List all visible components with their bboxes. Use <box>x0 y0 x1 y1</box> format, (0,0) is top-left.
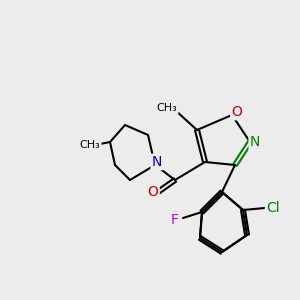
Text: O: O <box>148 185 158 199</box>
Text: O: O <box>232 105 242 119</box>
Text: N: N <box>152 155 162 169</box>
Text: Cl: Cl <box>266 201 280 215</box>
Text: F: F <box>171 213 179 227</box>
Text: CH₃: CH₃ <box>157 103 177 113</box>
Text: CH₃: CH₃ <box>80 140 100 150</box>
Text: N: N <box>250 135 260 149</box>
